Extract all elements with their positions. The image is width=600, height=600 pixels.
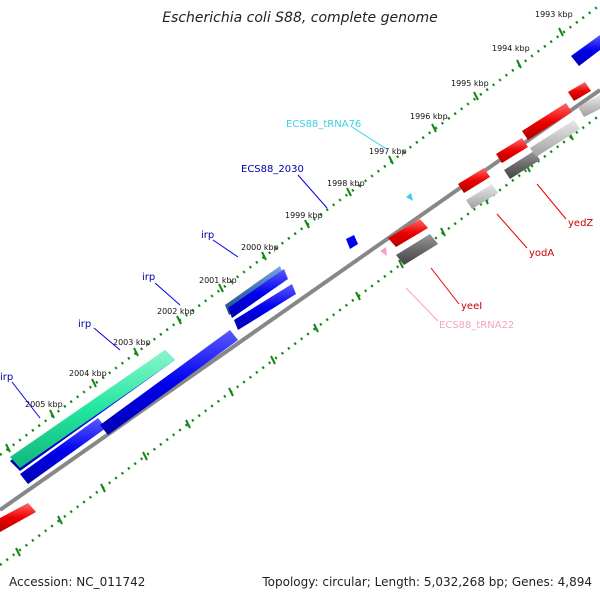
feature-label-irp: irp bbox=[78, 319, 91, 330]
scale-label: 2005 kbp bbox=[25, 400, 63, 409]
scale-label: 1993 kbp bbox=[535, 10, 573, 19]
gene-feature[interactable] bbox=[530, 120, 580, 157]
gene-feature[interactable] bbox=[346, 235, 358, 249]
gene-feature[interactable] bbox=[466, 184, 498, 209]
feature-label-trna22: ECS88_tRNA22 bbox=[439, 320, 514, 331]
accession-text: Accession: NC_011742 bbox=[9, 575, 146, 589]
gene-feature[interactable] bbox=[20, 418, 106, 484]
feature-label-trna76: ECS88_tRNA76 bbox=[286, 119, 361, 130]
scale-label: 1998 kbp bbox=[327, 179, 365, 188]
gene-feature[interactable] bbox=[234, 284, 296, 330]
feature-labels: ECS88_tRNA76 ECS88_2030 irp irp irp irp … bbox=[0, 119, 593, 383]
scale-label: 2004 kbp bbox=[69, 369, 107, 378]
gene-feature[interactable] bbox=[458, 168, 490, 193]
scale-label: 1997 kbp bbox=[369, 147, 407, 156]
gene-feature[interactable] bbox=[0, 503, 36, 532]
scale-label: 2002 kbp bbox=[157, 307, 195, 316]
trna-feature[interactable] bbox=[380, 247, 387, 256]
gene-feature[interactable] bbox=[568, 82, 591, 101]
gene-feature[interactable] bbox=[522, 103, 572, 140]
feature-label-yedz: yedZ bbox=[568, 218, 593, 229]
scale-label: 2003 kbp bbox=[113, 338, 151, 347]
reverse-features bbox=[0, 82, 600, 532]
outer-tick-ring bbox=[0, 4, 600, 456]
scale-label: 1995 kbp bbox=[451, 79, 489, 88]
feature-label-irp: irp bbox=[0, 372, 13, 383]
rna-feature[interactable] bbox=[406, 193, 413, 201]
gene-feature[interactable] bbox=[571, 35, 600, 66]
scale-label: 1999 kbp bbox=[285, 211, 323, 220]
forward-features bbox=[10, 35, 600, 484]
gene-feature[interactable] bbox=[100, 330, 238, 435]
gene-feature[interactable] bbox=[496, 138, 528, 163]
scale-label: 1994 kbp bbox=[492, 44, 530, 53]
feature-label-irp: irp bbox=[142, 272, 155, 283]
gene-feature[interactable] bbox=[578, 95, 600, 117]
feature-label-irp: irp bbox=[201, 230, 214, 241]
scale-label: 2000 kbp bbox=[241, 243, 279, 252]
gene-feature[interactable] bbox=[504, 151, 540, 179]
genome-summary-text: Topology: circular; Length: 5,032,268 bp… bbox=[262, 575, 592, 589]
scale-labels: 1993 kbp 1994 kbp 1995 kbp 1996 kbp 1997… bbox=[25, 10, 573, 409]
gene-feature[interactable] bbox=[396, 234, 438, 265]
gene-feature[interactable] bbox=[388, 219, 428, 247]
label-leaders bbox=[11, 126, 567, 419]
scale-label: 2001 kbp bbox=[199, 276, 237, 285]
feature-label-ecs88-2030: ECS88_2030 bbox=[241, 164, 304, 175]
scale-label: 1996 kbp bbox=[410, 112, 448, 121]
feature-label-yeei: yeeI bbox=[461, 301, 482, 312]
gene-feature[interactable] bbox=[228, 269, 288, 318]
feature-label-yoda: yodA bbox=[529, 248, 554, 259]
map-title: Escherichia coli S88, complete genome bbox=[162, 10, 438, 26]
gene-feature[interactable] bbox=[10, 350, 175, 468]
inner-tick-ring bbox=[0, 114, 600, 566]
